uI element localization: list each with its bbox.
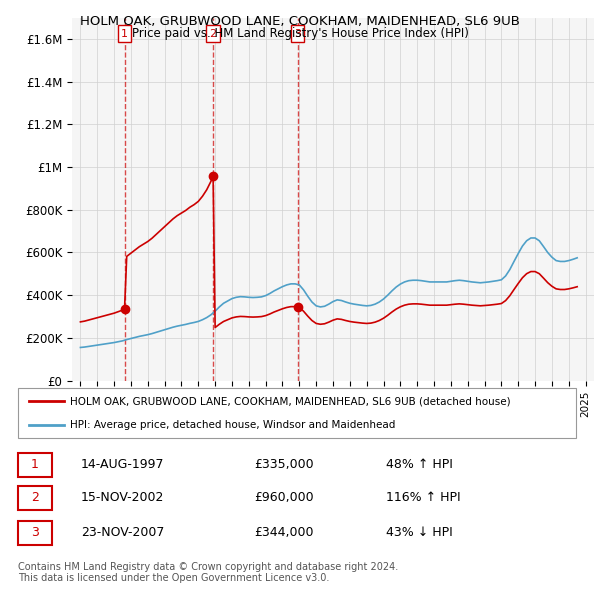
Text: 15-NOV-2002: 15-NOV-2002 xyxy=(81,490,164,504)
Text: 23-NOV-2007: 23-NOV-2007 xyxy=(81,526,164,539)
Text: 2: 2 xyxy=(31,490,39,504)
Text: Price paid vs. HM Land Registry's House Price Index (HPI): Price paid vs. HM Land Registry's House … xyxy=(131,27,469,40)
Text: 43% ↓ HPI: 43% ↓ HPI xyxy=(386,526,453,539)
Text: HOLM OAK, GRUBWOOD LANE, COOKHAM, MAIDENHEAD, SL6 9UB (detached house): HOLM OAK, GRUBWOOD LANE, COOKHAM, MAIDEN… xyxy=(70,396,510,407)
FancyBboxPatch shape xyxy=(18,521,52,545)
FancyBboxPatch shape xyxy=(18,388,577,438)
FancyBboxPatch shape xyxy=(18,453,52,477)
Text: HOLM OAK, GRUBWOOD LANE, COOKHAM, MAIDENHEAD, SL6 9UB: HOLM OAK, GRUBWOOD LANE, COOKHAM, MAIDEN… xyxy=(80,15,520,28)
Text: 2: 2 xyxy=(209,28,217,38)
Text: 1: 1 xyxy=(31,458,39,471)
Text: Contains HM Land Registry data © Crown copyright and database right 2024.: Contains HM Land Registry data © Crown c… xyxy=(18,562,398,572)
Text: 1: 1 xyxy=(121,28,128,38)
Text: £344,000: £344,000 xyxy=(254,526,313,539)
Text: HPI: Average price, detached house, Windsor and Maidenhead: HPI: Average price, detached house, Wind… xyxy=(70,419,395,430)
Text: 3: 3 xyxy=(294,28,301,38)
Text: £335,000: £335,000 xyxy=(254,458,314,471)
FancyBboxPatch shape xyxy=(18,486,52,510)
Text: 48% ↑ HPI: 48% ↑ HPI xyxy=(386,458,453,471)
Text: 3: 3 xyxy=(31,526,39,539)
Text: 116% ↑ HPI: 116% ↑ HPI xyxy=(386,490,461,504)
Text: This data is licensed under the Open Government Licence v3.0.: This data is licensed under the Open Gov… xyxy=(18,573,329,584)
Text: 14-AUG-1997: 14-AUG-1997 xyxy=(81,458,164,471)
Text: £960,000: £960,000 xyxy=(254,490,314,504)
